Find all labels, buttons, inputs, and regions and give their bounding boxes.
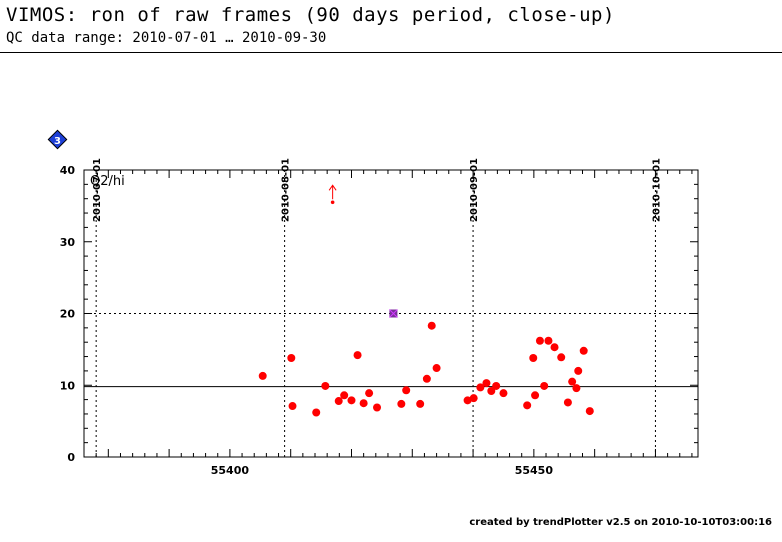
panel-label: Q2/hi (90, 174, 125, 189)
data-point[interactable] (499, 389, 508, 398)
flag-mark-icon (389, 309, 398, 318)
date-tick-label: 2010-07-01 (92, 158, 103, 222)
data-point[interactable] (574, 366, 583, 375)
page-subtitle: QC data range: 2010-07-01 … 2010-09-30 (6, 30, 327, 46)
date-tick-label: 2010-08-01 (281, 158, 292, 222)
data-point[interactable] (568, 377, 577, 386)
data-point[interactable] (427, 321, 436, 330)
quality-badge[interactable]: 3 (47, 129, 68, 150)
data-point[interactable] (365, 389, 374, 398)
data-point[interactable] (258, 371, 267, 380)
data-point[interactable] (287, 353, 296, 362)
data-point[interactable] (340, 391, 349, 400)
outlier-up-arrow-icon (328, 184, 337, 200)
y-tick-label: 20 (60, 308, 76, 321)
badge-label: 3 (54, 136, 61, 147)
data-point[interactable] (492, 381, 501, 390)
data-point[interactable] (288, 402, 297, 411)
y-tick-label: 10 (60, 379, 76, 392)
data-point[interactable] (321, 381, 330, 390)
date-tick-label: 2010-10-01 (651, 158, 662, 222)
data-point[interactable] (535, 336, 544, 345)
data-point[interactable] (531, 391, 540, 400)
data-point[interactable] (402, 386, 411, 395)
y-tick-label: 30 (60, 236, 76, 249)
x-tick-label: 55400 (211, 464, 250, 477)
data-point[interactable] (557, 353, 566, 362)
outlier-point[interactable] (330, 200, 335, 205)
data-point[interactable] (312, 408, 321, 417)
data-point[interactable] (353, 351, 362, 360)
data-point[interactable] (373, 403, 382, 412)
data-point[interactable] (432, 364, 441, 373)
data-point[interactable] (469, 394, 478, 403)
data-point[interactable] (334, 397, 343, 406)
data-point[interactable] (563, 398, 572, 407)
y-tick-label: 40 (60, 164, 76, 177)
data-point[interactable] (579, 346, 588, 355)
page-title: VIMOS: ron of raw frames (90 days period… (6, 4, 615, 26)
data-point[interactable] (482, 379, 491, 388)
data-point[interactable] (422, 374, 431, 383)
data-point[interactable] (572, 384, 581, 393)
data-point[interactable] (550, 343, 559, 352)
x-tick-label: 55450 (515, 464, 554, 477)
data-point[interactable] (359, 399, 368, 408)
data-point[interactable] (540, 381, 549, 390)
data-point[interactable] (397, 399, 406, 408)
date-tick-label: 2010-09-01 (469, 158, 480, 222)
y-tick-label: 0 (67, 451, 75, 464)
data-point[interactable] (476, 383, 485, 392)
header-divider (0, 52, 782, 53)
data-point[interactable] (487, 386, 496, 395)
badge-diamond-icon (47, 129, 68, 150)
data-point[interactable] (463, 396, 472, 405)
data-point[interactable] (347, 396, 356, 405)
data-point[interactable] (544, 336, 553, 345)
data-point[interactable] (529, 353, 538, 362)
data-point[interactable] (585, 407, 594, 416)
footer-credit: created by trendPlotter v2.5 on 2010-10-… (469, 517, 772, 528)
data-point[interactable] (416, 399, 425, 408)
data-point[interactable] (523, 401, 532, 410)
